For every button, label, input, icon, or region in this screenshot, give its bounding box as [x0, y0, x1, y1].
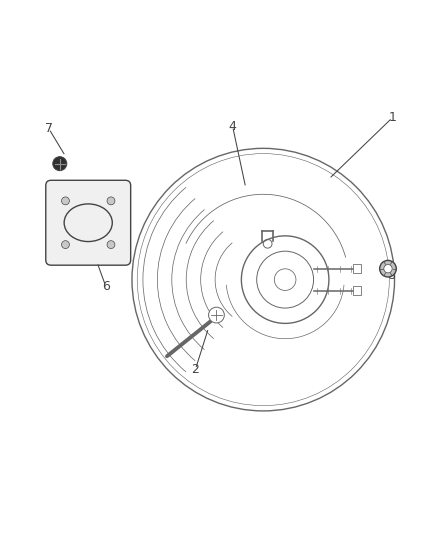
Text: 7: 7	[45, 122, 53, 135]
Circle shape	[208, 307, 224, 323]
Text: 1: 1	[388, 111, 396, 124]
FancyBboxPatch shape	[46, 180, 131, 265]
Circle shape	[107, 241, 115, 248]
Circle shape	[53, 157, 67, 171]
Bar	[352, 286, 360, 295]
Bar	[352, 264, 360, 273]
Text: 6: 6	[102, 280, 110, 293]
Circle shape	[61, 241, 69, 248]
Text: 4: 4	[228, 120, 236, 133]
Circle shape	[61, 197, 69, 205]
Circle shape	[107, 197, 115, 205]
Text: 8: 8	[387, 269, 395, 282]
Circle shape	[383, 264, 391, 273]
Text: 2: 2	[191, 363, 199, 376]
Circle shape	[379, 261, 396, 277]
